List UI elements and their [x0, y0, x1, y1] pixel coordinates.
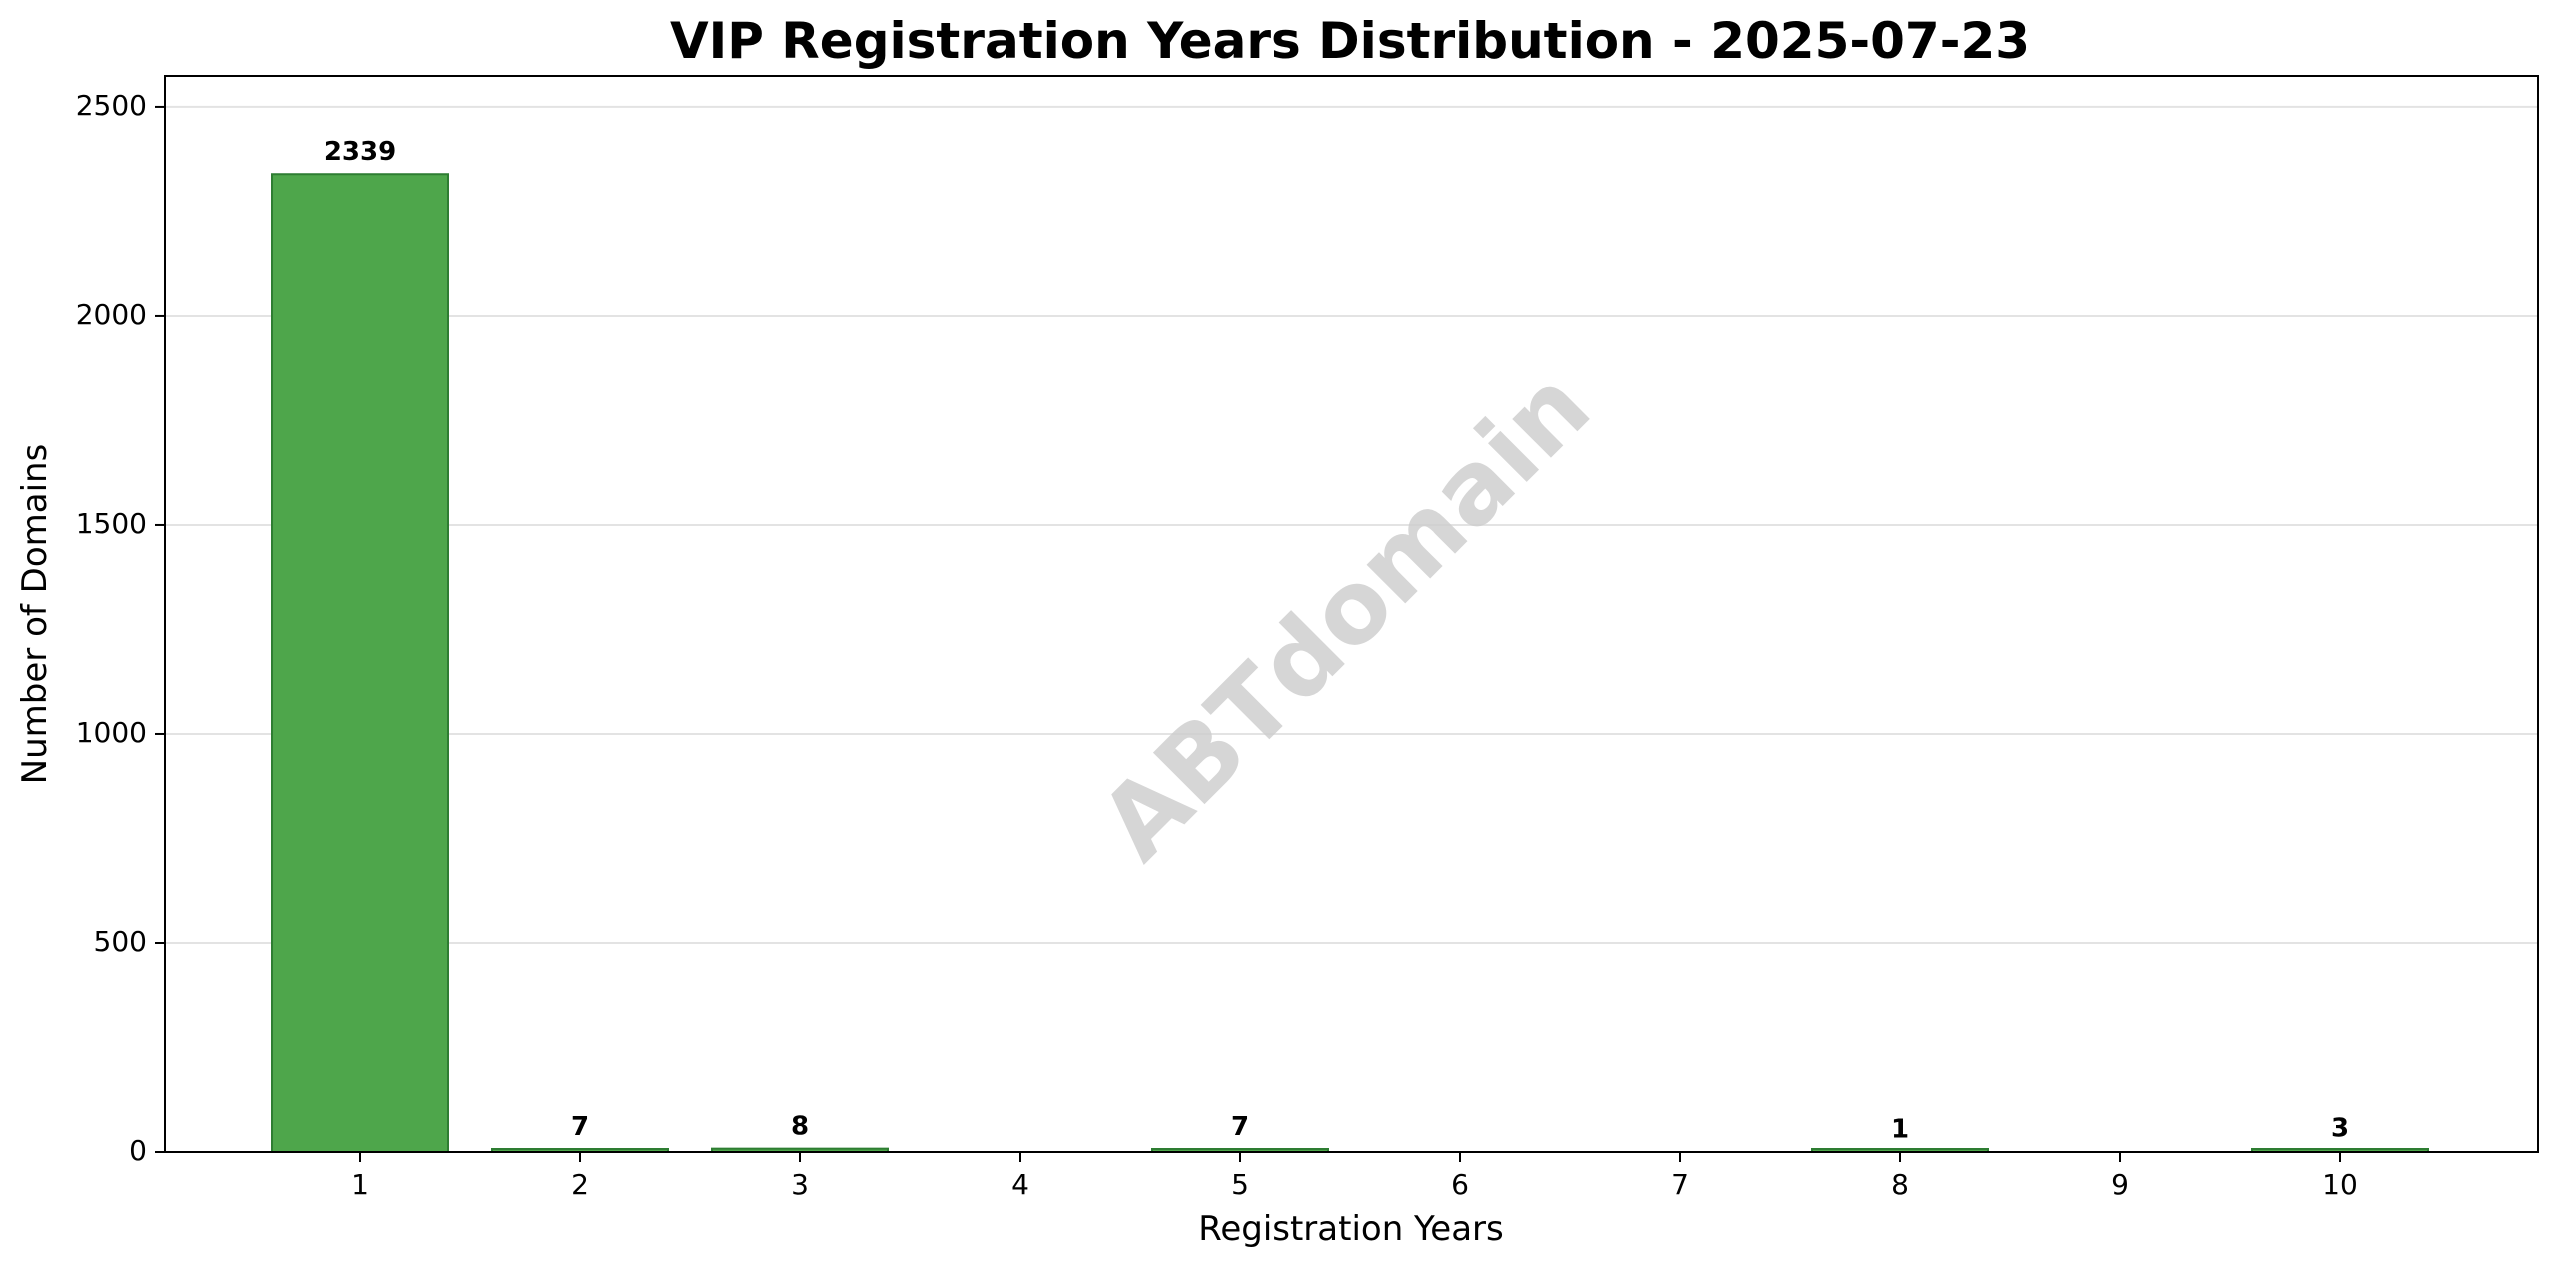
y-tick-label: 500 [94, 925, 147, 958]
bar-1 [271, 173, 449, 1153]
grid-lines [165, 105, 2538, 944]
y-tick-label: 2500 [76, 89, 147, 122]
data-label-8: 1 [1891, 1115, 1909, 1145]
x-tick-label: 1 [351, 1168, 369, 1201]
x-axis-label: Registration Years [1198, 1209, 1504, 1249]
data-label-5: 7 [1231, 1112, 1249, 1142]
watermark-text: ABTdomain [1078, 348, 1613, 883]
x-axis: 1 2 3 4 5 6 7 8 9 10 [351, 1152, 2358, 1201]
y-axis: 0 500 1000 1500 2000 2500 [76, 89, 165, 1167]
data-label-3: 8 [791, 1112, 809, 1142]
x-tick-label: 9 [2111, 1168, 2129, 1201]
y-tick-label: 0 [129, 1134, 147, 1167]
x-tick-label: 8 [1891, 1168, 1909, 1201]
data-label-10: 3 [2331, 1114, 2349, 1144]
data-labels-group: 2339 7 8 7 1 3 [324, 137, 2349, 1144]
y-tick-label: 1000 [76, 716, 147, 749]
x-tick-label: 3 [791, 1168, 809, 1201]
data-label-2: 7 [571, 1112, 589, 1142]
x-tick-label: 6 [1451, 1168, 1469, 1201]
data-label-1: 2339 [324, 137, 396, 167]
x-tick-label: 7 [1671, 1168, 1689, 1201]
plot-frame [164, 75, 2539, 1153]
watermark: ABTdomain [1078, 348, 1613, 883]
x-tick-label: 5 [1231, 1168, 1249, 1201]
y-tick-label: 1500 [76, 507, 147, 540]
y-axis-label: Number of Domains [15, 444, 55, 785]
chart-title: VIP Registration Years Distribution - 20… [670, 12, 2030, 70]
x-tick-label: 4 [1011, 1168, 1029, 1201]
x-tick-label: 10 [2322, 1168, 2358, 1201]
y-tick-label: 2000 [76, 298, 147, 331]
x-tick-label: 2 [571, 1168, 589, 1201]
